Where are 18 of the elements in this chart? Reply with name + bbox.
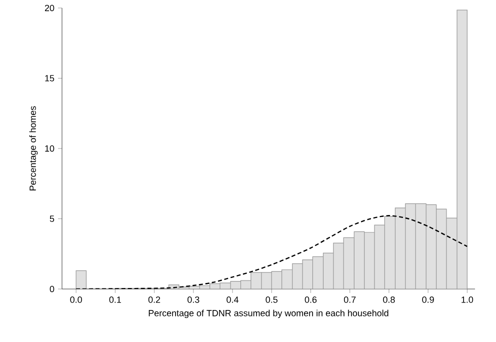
y-axis-title: Percentage of homes: [29, 106, 38, 190]
x-tick-label: 0.7: [344, 296, 356, 303]
x-tick-label: 0.5: [266, 296, 278, 303]
y-tick-label: 5: [50, 216, 54, 222]
x-tick-label: 0.3: [188, 296, 200, 303]
x-axis-title: Percentage of TDNR assumed by women in each household: [148, 310, 388, 318]
x-tick-label: 0.2: [148, 296, 160, 303]
y-tick-label: 10: [45, 145, 54, 152]
y-tick-label: 0: [50, 286, 54, 292]
y-tick-label: 20: [44, 4, 54, 12]
x-tick-label: 1.0: [462, 296, 474, 303]
x-tick-label: 0.9: [422, 296, 434, 303]
x-tick-label: 0.8: [383, 296, 395, 303]
y-tick-label: 15: [45, 75, 54, 82]
x-tick-label: 0.1: [109, 296, 121, 303]
x-tick-label: 0.6: [304, 296, 317, 303]
x-tick-label: 0.0: [70, 296, 82, 303]
x-tick-label: 0.4: [226, 296, 238, 303]
